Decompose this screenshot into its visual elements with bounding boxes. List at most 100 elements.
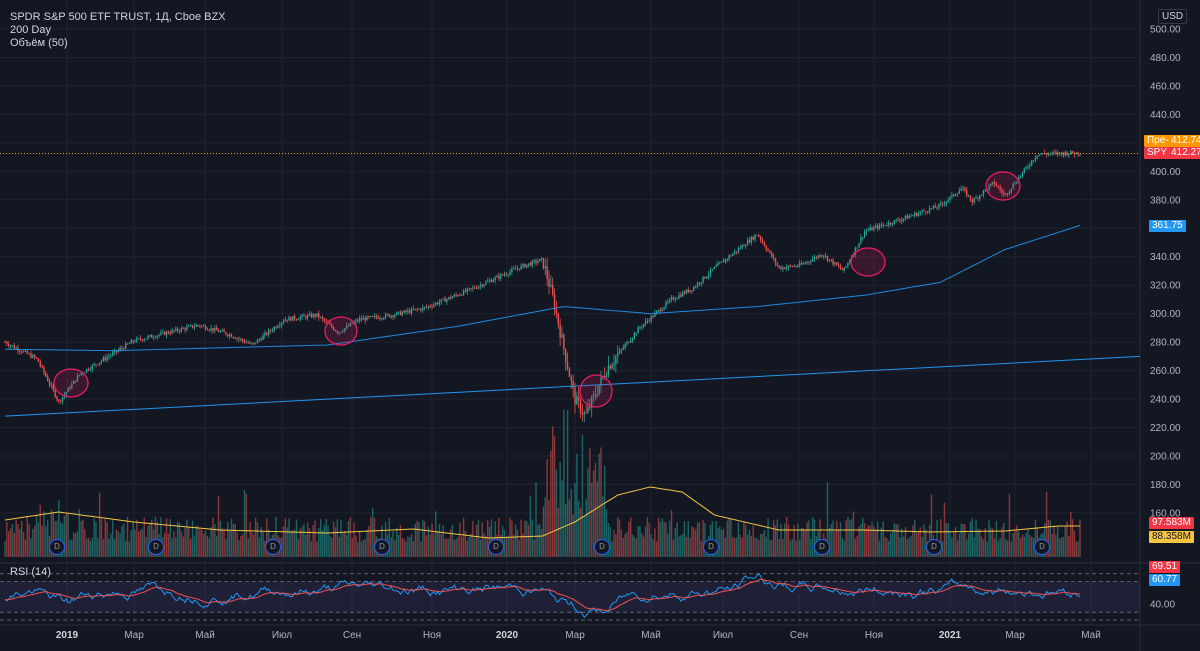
volume-bar bbox=[475, 524, 478, 557]
volume-bar bbox=[702, 519, 704, 557]
candle-body bbox=[490, 280, 493, 283]
candle-body bbox=[9, 345, 12, 347]
candle-body bbox=[115, 350, 118, 352]
price-tag-value: 412.74 bbox=[1171, 135, 1200, 146]
candle-body bbox=[269, 330, 272, 332]
volume-bar bbox=[949, 531, 951, 557]
volume-bar bbox=[124, 540, 127, 557]
candle-body bbox=[966, 190, 968, 196]
dividend-marker-icon[interactable]: D bbox=[374, 539, 390, 555]
candle-body bbox=[945, 201, 948, 204]
price-axis[interactable]: 500.00480.00460.00440.00420.00400.00380.… bbox=[1150, 25, 1181, 520]
volume-bar bbox=[442, 525, 444, 557]
candle-body bbox=[230, 334, 233, 338]
candle-body bbox=[798, 263, 801, 267]
candle-body bbox=[292, 316, 294, 321]
volume-bar bbox=[366, 529, 368, 557]
volume-bar bbox=[618, 519, 621, 557]
candle-body bbox=[600, 377, 602, 386]
volume-bar bbox=[93, 518, 95, 557]
dividend-marker-icon[interactable]: D bbox=[488, 539, 504, 555]
candle-body bbox=[462, 290, 465, 296]
candle-body bbox=[459, 294, 461, 296]
candle-body bbox=[882, 224, 884, 226]
symbol-title[interactable]: SPDR S&P 500 ETF TRUST, 1Д, Cboe BZX bbox=[10, 11, 226, 23]
candle-body bbox=[631, 337, 634, 341]
volume-bar bbox=[529, 495, 532, 557]
volume-bar bbox=[1058, 538, 1061, 557]
candle-body bbox=[542, 258, 545, 269]
volume-bar bbox=[769, 539, 771, 557]
dividend-marker-icon[interactable]: D bbox=[814, 539, 830, 555]
dividend-marker-icon[interactable]: D bbox=[926, 539, 942, 555]
candle-body bbox=[719, 262, 721, 264]
volume-bar bbox=[847, 517, 849, 557]
dividend-marker-icon[interactable]: D bbox=[49, 539, 65, 555]
candle-body bbox=[1014, 183, 1016, 185]
dividend-marker-icon[interactable]: D bbox=[265, 539, 281, 555]
dividend-marker-icon[interactable]: D bbox=[148, 539, 164, 555]
candle-body bbox=[182, 328, 184, 329]
volume-bar bbox=[856, 536, 858, 557]
y-tick-label: 340.00 bbox=[1150, 252, 1181, 263]
volume-bar bbox=[43, 511, 45, 557]
candle-body bbox=[979, 195, 981, 199]
volume-bar bbox=[423, 521, 426, 557]
candle-body bbox=[720, 261, 723, 263]
volume-bar bbox=[461, 536, 463, 557]
volume-bar bbox=[956, 539, 959, 557]
volume-bar bbox=[826, 482, 829, 557]
volume-legend[interactable]: Объём (50) bbox=[10, 37, 68, 49]
candle-body bbox=[206, 329, 209, 331]
volume-bar bbox=[624, 533, 626, 557]
candle-body bbox=[759, 236, 762, 240]
candle-body bbox=[563, 334, 565, 350]
candle-body bbox=[559, 324, 561, 338]
volume-bar bbox=[318, 527, 320, 557]
candle-body bbox=[908, 216, 910, 219]
time-axis[interactable]: 2019 Мар Май Июл Сен Ноя 2020 Мар Май Июл Сен Ноя 20… bbox=[56, 630, 1101, 641]
volume-bar bbox=[546, 458, 548, 557]
long-trend-line bbox=[4, 355, 1141, 417]
candle-body bbox=[616, 353, 619, 357]
volume-bar bbox=[163, 532, 166, 557]
dividend-marker-icon[interactable]: D bbox=[594, 539, 610, 555]
volume-bar bbox=[197, 525, 199, 557]
candle-body bbox=[358, 318, 361, 322]
y-tick-label: 500.00 bbox=[1150, 25, 1181, 36]
volume-bar bbox=[700, 540, 702, 557]
candle-body bbox=[1066, 152, 1068, 156]
rsi-legend[interactable]: RSI (14) bbox=[10, 566, 51, 578]
dividend-marker-icon[interactable]: D bbox=[703, 539, 719, 555]
candle-body bbox=[435, 302, 437, 305]
candle-body bbox=[381, 318, 383, 320]
candle-body bbox=[644, 321, 647, 325]
x-tick-label: Ноя bbox=[865, 630, 883, 641]
candle-body bbox=[13, 345, 15, 349]
ma-legend[interactable]: 200 Day bbox=[10, 24, 51, 36]
volume-bar bbox=[193, 536, 196, 557]
candle-body bbox=[156, 335, 158, 338]
candle-body bbox=[360, 318, 363, 320]
candle-body bbox=[128, 343, 131, 345]
volume-bar bbox=[1053, 525, 1055, 557]
volume-bar bbox=[145, 537, 147, 557]
candle-body bbox=[685, 289, 688, 294]
currency-badge[interactable]: USD bbox=[1158, 9, 1188, 24]
candle-body bbox=[893, 220, 896, 224]
volume-bar bbox=[433, 533, 435, 557]
candle-body bbox=[993, 181, 996, 185]
volume-bar bbox=[940, 518, 942, 557]
price-tag: 88.358M bbox=[1149, 531, 1194, 543]
volume-bar bbox=[169, 519, 171, 557]
candle-body bbox=[739, 248, 741, 250]
dividend-marker-icon[interactable]: D bbox=[1034, 539, 1050, 555]
volume-bar bbox=[150, 519, 153, 557]
volume-bar bbox=[904, 527, 907, 557]
candle-body bbox=[646, 320, 649, 322]
candle-body bbox=[461, 294, 463, 296]
volume-bar bbox=[353, 522, 355, 557]
candle-body bbox=[256, 339, 259, 344]
candle-body bbox=[732, 253, 734, 256]
